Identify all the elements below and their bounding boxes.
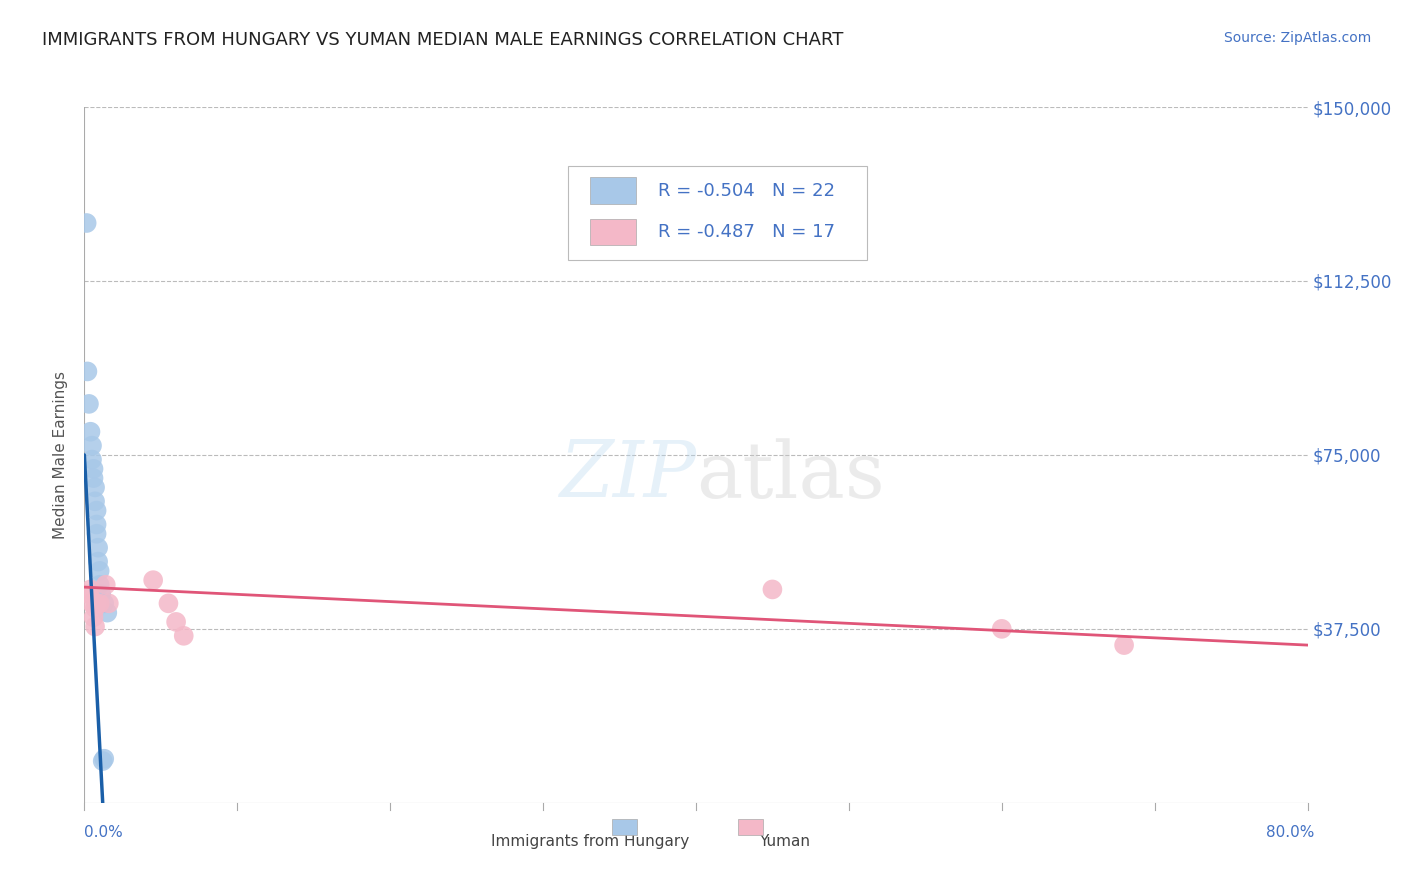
Text: 0.0%: 0.0% — [84, 825, 124, 840]
Point — [991, 622, 1014, 636]
Point — [80, 452, 103, 467]
Point — [83, 462, 105, 476]
Point — [761, 582, 783, 597]
Text: atlas: atlas — [696, 438, 884, 514]
Point — [77, 587, 100, 601]
Point — [80, 596, 103, 610]
Point — [97, 596, 120, 610]
Text: Yuman: Yuman — [759, 834, 810, 849]
Point — [84, 619, 107, 633]
Text: R = -0.504   N = 22: R = -0.504 N = 22 — [658, 182, 835, 200]
Text: IMMIGRANTS FROM HUNGARY VS YUMAN MEDIAN MALE EARNINGS CORRELATION CHART: IMMIGRANTS FROM HUNGARY VS YUMAN MEDIAN … — [42, 31, 844, 49]
Point — [89, 578, 111, 592]
Point — [157, 596, 180, 610]
Point — [77, 397, 100, 411]
FancyBboxPatch shape — [568, 166, 868, 260]
Text: Source: ZipAtlas.com: Source: ZipAtlas.com — [1223, 31, 1371, 45]
Point — [165, 615, 187, 629]
Y-axis label: Median Male Earnings: Median Male Earnings — [53, 371, 69, 539]
Point — [86, 596, 108, 610]
Point — [76, 216, 98, 230]
Text: 80.0%: 80.0% — [1267, 825, 1315, 840]
Point — [1114, 638, 1136, 652]
Point — [86, 503, 108, 517]
Point — [83, 610, 105, 624]
Text: R = -0.487   N = 17: R = -0.487 N = 17 — [658, 223, 835, 241]
Point — [96, 606, 118, 620]
Point — [83, 471, 105, 485]
Text: Immigrants from Hungary: Immigrants from Hungary — [491, 834, 689, 849]
Point — [89, 564, 111, 578]
Point — [84, 494, 107, 508]
Point — [93, 596, 115, 610]
Point — [79, 582, 101, 597]
Point — [93, 752, 115, 766]
Point — [86, 526, 108, 541]
Point — [91, 754, 114, 768]
Point — [90, 587, 112, 601]
Point — [87, 555, 110, 569]
Point — [80, 439, 103, 453]
Point — [94, 578, 117, 592]
Point — [142, 573, 165, 587]
Point — [86, 517, 108, 532]
Point — [79, 425, 101, 439]
FancyBboxPatch shape — [589, 178, 636, 203]
Point — [89, 596, 111, 610]
Point — [173, 629, 195, 643]
Point — [84, 480, 107, 494]
Point — [87, 541, 110, 555]
Point — [84, 601, 107, 615]
Point — [76, 364, 98, 378]
FancyBboxPatch shape — [589, 219, 636, 245]
Text: ZIP: ZIP — [558, 438, 696, 514]
